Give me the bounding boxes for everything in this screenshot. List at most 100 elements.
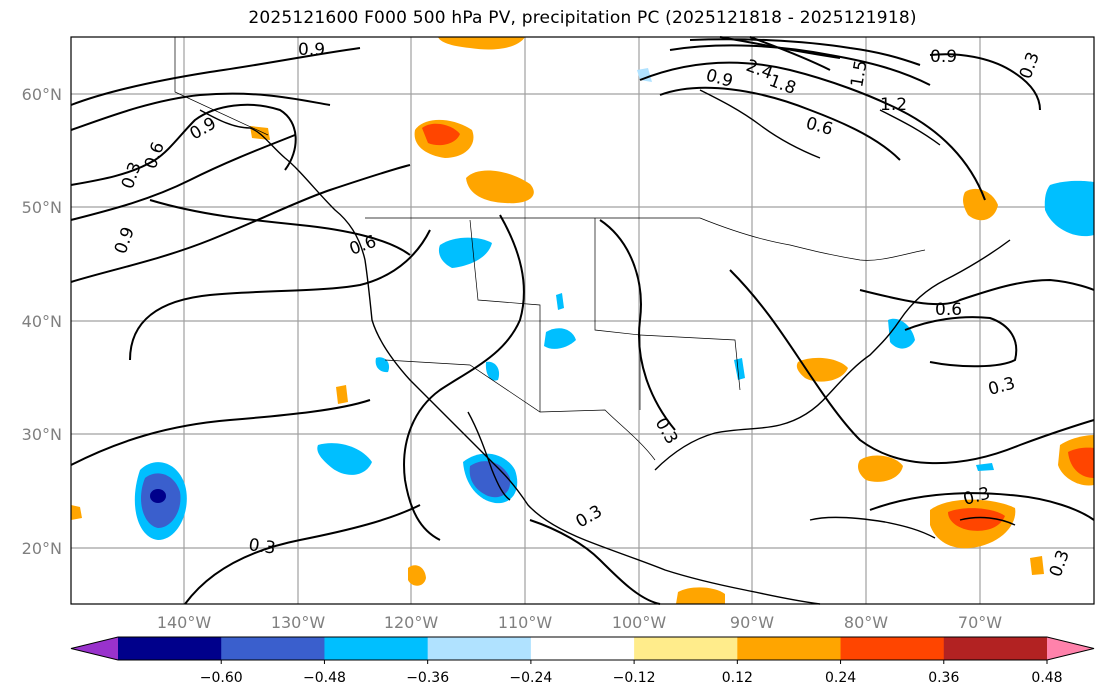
lon-label-70w: 70°W [958, 613, 1002, 632]
contour-label: 0.3 [247, 535, 277, 559]
pv-contours [70, 36, 1095, 605]
lat-label-60n: 60°N [22, 85, 62, 104]
contour-1.2 [669, 44, 931, 86]
contour-0.3-alaska [70, 103, 297, 186]
border-great-lakes [699, 217, 926, 261]
contour-label: 0.9 [930, 47, 957, 67]
colorbar-segment [634, 637, 738, 660]
precip-area-west-edge [71, 505, 82, 520]
coastline-hudson-bay [699, 89, 821, 159]
contour-0.9-canada [639, 61, 986, 201]
colorbar-segment [530, 637, 635, 660]
contour-label: 0.9 [298, 40, 325, 60]
precip-area-pacific-peak [150, 489, 166, 503]
precip-area-hudson [637, 68, 652, 82]
precip-area-arizona [485, 361, 500, 381]
contour-label: 1.5 [847, 59, 871, 89]
precip-area-newfoundland [1044, 180, 1094, 237]
precip-area-maine [963, 188, 998, 221]
coastline-cuba [809, 516, 936, 539]
contour-0.9-mid [129, 229, 431, 361]
colorbar: −0.60 −0.48 −0.36 −0.24 −0.12 0.12 0.24 0.36 0.4… [70, 636, 1095, 686]
colorbar-tick-label: −0.60 [200, 670, 243, 686]
colorbar-tick-label: −0.12 [613, 670, 656, 686]
coastline-baja [467, 411, 511, 501]
contour-0.6-pacific [70, 134, 296, 221]
political-borders [174, 37, 926, 461]
colorbar-tick-label: −0.24 [509, 670, 552, 686]
precip-area-caribbean-east-core [1068, 447, 1094, 478]
lon-labels: 140°W 130°W 120°W 110°W 100°W 90°W 80°W … [157, 613, 1002, 632]
coastline-gulf-atlantic [654, 239, 1011, 471]
precip-area-mississippi [734, 358, 745, 380]
colorbar-extend-low [71, 637, 118, 660]
precip-area-california [375, 357, 390, 373]
contour-0.3-central [599, 219, 676, 431]
lon-label-100w: 100°W [612, 613, 667, 632]
precip-area-ca-coast [336, 385, 348, 404]
contour-0.3-west-us [403, 214, 525, 541]
contour-0.9-pacific [70, 164, 411, 283]
colorbar-segment [427, 637, 532, 660]
coastline-hispaniola [959, 516, 1016, 526]
colorbar-tick-label: 0.48 [1031, 670, 1062, 686]
colorbar-outline [70, 636, 1095, 661]
border-states-plains [594, 218, 641, 410]
precip-area-mexico-south [676, 587, 725, 604]
contour-2.4 [749, 36, 831, 71]
contour-0.3-caribbean [869, 492, 1095, 521]
colorbar-extend-high [1047, 637, 1094, 660]
precip-area-hispaniola-core [948, 508, 1005, 531]
precip-area-nw-territories [438, 37, 525, 50]
precip-area-wyoming [556, 293, 564, 310]
contour-label: 1.2 [880, 95, 907, 115]
coastlines [199, 89, 1016, 605]
contour-0.6-east [859, 278, 1095, 306]
lon-label-130w: 130°W [271, 613, 326, 632]
contour-0.6-north [70, 47, 361, 106]
border-states-west [469, 219, 541, 412]
lat-label-30n: 30°N [22, 425, 62, 444]
precip-area-mexico-west [408, 565, 426, 586]
lon-label-120w: 120°W [384, 613, 439, 632]
contour-0.3-south [70, 399, 371, 466]
precip-area-saskatchewan [466, 170, 534, 204]
border-states-south [639, 334, 741, 391]
colorbar-segment [118, 637, 222, 660]
precip-area-east-pacific [317, 443, 372, 475]
lon-label-80w: 80°W [844, 613, 888, 632]
colorbar-tick-label: 0.24 [825, 670, 856, 686]
lon-label-90w: 90°W [730, 613, 774, 632]
lat-label-40n: 40°N [22, 312, 62, 331]
contour-0.6-loop [904, 316, 1018, 368]
precip-area-colorado [544, 328, 576, 349]
chart-title: 2025121600 F000 500 hPa PV, precipitatio… [248, 8, 917, 28]
colorbar-segment [324, 637, 429, 660]
lat-labels: 60°N 50°N 40°N 30°N 20°N [22, 85, 62, 558]
colorbar-tick-label: 0.12 [722, 670, 753, 686]
colorbar-tick-label: −0.36 [406, 670, 449, 686]
precip-shading [71, 37, 1094, 604]
contour-0.3-southwest [184, 504, 421, 605]
contour-0.6-mid [149, 199, 411, 256]
precip-area-bahamas [858, 455, 903, 482]
contour-0.3-mexico [529, 519, 661, 605]
map-frame [70, 36, 1095, 605]
precip-area-bc-core [422, 123, 460, 146]
colorbar-tick-label: 0.36 [928, 670, 959, 686]
colorbar-tick-label: −0.48 [303, 670, 346, 686]
precip-area-lesser-antilles [1030, 556, 1044, 575]
border-us-mexico [384, 359, 656, 461]
contour-0.3-east [729, 269, 1095, 465]
contour-0.6-canada [659, 86, 901, 161]
colorbar-segment [737, 637, 842, 660]
lat-label-50n: 50°N [22, 198, 62, 217]
colorbar-segment [840, 637, 945, 660]
colorbar-segment [221, 637, 325, 660]
precip-area-idaho [438, 237, 492, 268]
lat-label-20n: 20°N [22, 539, 62, 558]
precip-area-atlantic [976, 463, 994, 471]
contour-label: 0.6 [935, 300, 962, 320]
lon-label-140w: 140°W [157, 613, 212, 632]
